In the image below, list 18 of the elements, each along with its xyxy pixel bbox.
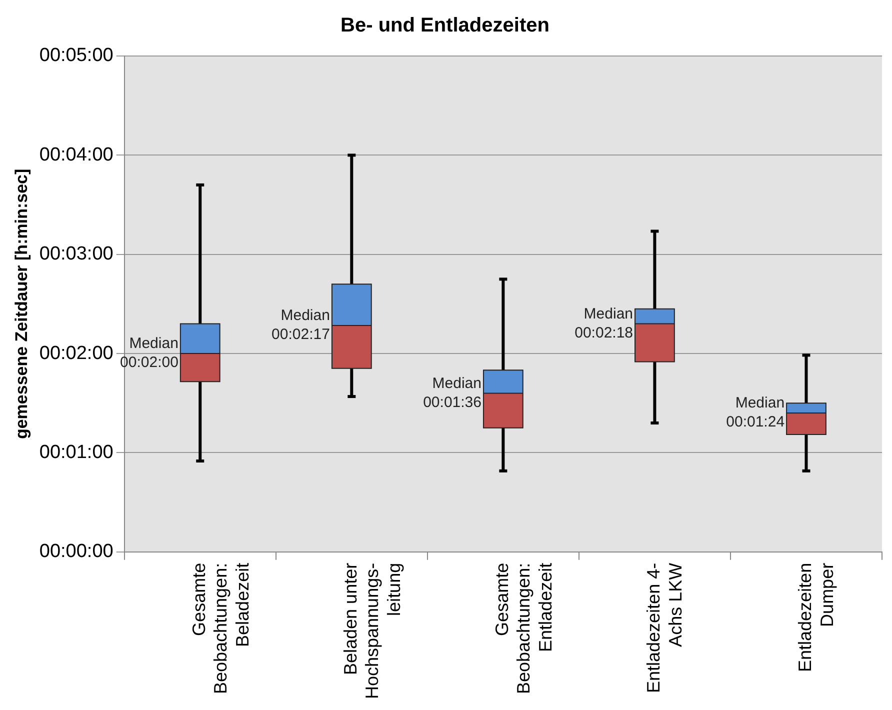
chart-title: Be- und Entladezeiten: [340, 14, 550, 37]
y-tick-label: 00:03:00: [39, 244, 114, 265]
y-tick-label: 00:00:00: [39, 541, 114, 562]
y-tick-label: 00:01:00: [39, 442, 114, 463]
x-tick-label: Entladezeiten Dumper: [795, 562, 837, 672]
annotation: Median 00:01:36: [423, 374, 482, 411]
x-tick-label: Entladezeiten 4- Achs LKW: [644, 562, 686, 694]
y-tick-label: 00:04:00: [39, 144, 114, 166]
x-tick-label: Gesamte Beobachtungen: Entladezeit: [492, 562, 556, 694]
x-tick-label: Gesamte Beobachtungen: Beladezeit: [189, 562, 252, 694]
y-tick-label: 00:02:00: [39, 342, 114, 364]
annotation: Median 00:02:17: [272, 307, 330, 344]
y-axis-title: gemessene Zeitdauer [h:min:sec]: [12, 168, 31, 440]
annotation: Median 00:01:24: [726, 394, 785, 431]
x-tick-label: Beladen unter Hochspannungs- leitung: [340, 562, 404, 700]
y-tick-label: 00:05:00: [39, 45, 114, 66]
annotation: Median 00:02:00: [120, 335, 178, 372]
annotation: Median 00:02:18: [574, 305, 634, 342]
